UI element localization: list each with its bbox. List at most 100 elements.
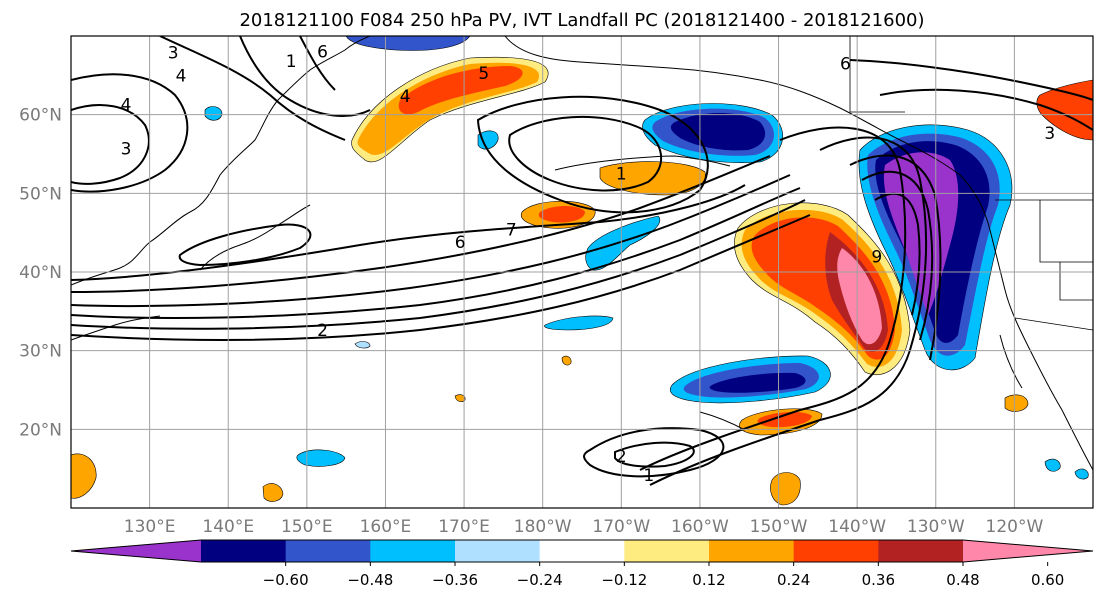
colorbar-swatch (455, 540, 541, 562)
lat-tick-label: 30°N (19, 342, 62, 362)
anomaly-region-bering-red (398, 66, 523, 115)
pv-contour-trough-east-5 (874, 192, 921, 316)
colorbar-swatch (285, 540, 371, 562)
lat-tick-label: 60°N (19, 106, 62, 126)
contour-label: 3 (168, 44, 179, 64)
lon-tick-label: 130°W (907, 517, 965, 537)
colorbar-tick-label: −0.12 (601, 571, 647, 589)
colorbar-swatch (709, 540, 795, 562)
pv-contour-jet-5 (71, 155, 771, 293)
colorbar-swatch (201, 540, 287, 562)
colorbar-tick-label: 0.48 (946, 571, 979, 589)
pv-contour-trough-east-2 (649, 136, 928, 486)
anomaly-region-gulf-alaska-navy (670, 113, 766, 151)
pv-contour-northwest-2 (71, 104, 150, 185)
anomaly-region-japan-small-negative (204, 106, 223, 121)
pv-contour-west-closed (178, 223, 312, 267)
border-canada-box (849, 36, 905, 113)
anomaly-region-north-edge-small-negative (354, 341, 371, 349)
contour-label: 3 (1044, 124, 1055, 144)
gridlines (71, 36, 1093, 508)
contour-label: 7 (506, 221, 517, 241)
lon-tick-label: 140°W (828, 517, 886, 537)
anomaly-region-bering-small-negative (477, 130, 499, 150)
longitude-tick-labels: 130°E 140°E 150°E 160°E 170°E 180°W 170°W 160°W… (124, 517, 1044, 537)
contour-label: 1 (616, 165, 627, 185)
contour-label: 4 (121, 95, 132, 115)
coastlines (71, 36, 1093, 471)
colorbar-tick-label: −0.36 (432, 571, 478, 589)
coastline-asia (71, 36, 371, 286)
pv-contour-south-loop-inner (614, 441, 695, 468)
lon-tick-label: 160°W (671, 517, 729, 537)
contour-label: 2 (616, 447, 627, 467)
anomaly-region-western-small (262, 483, 284, 502)
coastline-north-america-west (899, 139, 1093, 471)
pv-contours (71, 36, 1093, 486)
anomaly-region-south-small (770, 472, 801, 506)
colorbar-swatch (539, 540, 625, 562)
lat-tick-label: 50°N (19, 184, 62, 204)
coastline-alaska (504, 36, 901, 141)
contour-label: 1 (286, 52, 297, 72)
anomaly-region-east-edge-negative (1044, 458, 1061, 472)
colorbar-tick-label: −0.48 (347, 571, 393, 589)
pv-contour-bering-inner (508, 115, 663, 192)
anomaly-region-subtropical-navy (709, 372, 806, 393)
pv-contour-trough-east-4 (861, 170, 934, 341)
lon-tick-label: 140°E (202, 517, 254, 537)
latitude-tick-labels: 20°N 30°N 40°N 50°N 60°N (19, 106, 62, 441)
contour-label: 6 (840, 55, 851, 75)
pv-contour-jet-3 (71, 187, 801, 319)
colorbar-tick-label: 0.12 (692, 571, 725, 589)
colorbar-swatch (793, 540, 879, 562)
lon-tick-label: 150°E (281, 517, 333, 537)
anomaly-region-east-edge-negative-2 (1074, 468, 1089, 480)
colorbar-tick-label: −0.24 (517, 571, 563, 589)
anomaly-region-mid-small-negative (544, 315, 614, 331)
colorbar-extend-min (71, 540, 201, 562)
anomaly-region-subtropical-red (757, 412, 812, 428)
contour-label: 6 (455, 233, 466, 253)
coastline-baja (999, 334, 1023, 389)
colorbar (70, 539, 1094, 563)
anomaly-region-west-pacific-small (71, 453, 97, 499)
lon-tick-label: 150°W (750, 517, 808, 537)
contour-label: 4 (400, 87, 411, 107)
lat-tick-label: 20°N (19, 420, 62, 440)
colorbar-tick-label: −0.60 (263, 571, 309, 589)
pv-contour-northeast-2 (879, 88, 1093, 131)
lon-tick-label: 170°E (438, 517, 490, 537)
colorbar-outline (70, 539, 1094, 563)
contour-label: 6 (317, 43, 328, 63)
anomaly-region-central-pacific-negative (585, 215, 661, 271)
colorbar-swatch (624, 540, 710, 562)
pv-contour-jet-1 (71, 214, 811, 341)
contour-label: 2 (317, 321, 328, 341)
border-states-2 (1059, 262, 1093, 301)
colorbar-tick-label: 0.60 (1031, 571, 1064, 589)
contour-label: 4 (176, 66, 187, 86)
border-us-mexico (1014, 317, 1093, 331)
pv-contour-jet-2 (71, 199, 806, 330)
lon-tick-label: 170°W (592, 517, 650, 537)
contour-label: 1 (643, 466, 654, 486)
colorbar-tick-label: 0.24 (777, 571, 810, 589)
pv-contour-jet-4 (71, 174, 791, 308)
colorbar-swatch (878, 540, 964, 562)
colorbar-tick-label: 0.36 (862, 571, 895, 589)
pv-contour-north-2 (239, 36, 371, 117)
lon-tick-label: 180°W (514, 517, 572, 537)
border-states-1 (1039, 200, 1093, 263)
pv-contour-jet-6 (71, 184, 746, 281)
lat-tick-label: 40°N (19, 263, 62, 283)
political-borders (849, 36, 1093, 331)
coastline-hawaii (699, 411, 746, 431)
contour-label: 3 (121, 139, 132, 159)
lon-tick-label: 130°E (124, 517, 176, 537)
anomaly-region-central-pacific-small-red (538, 206, 585, 223)
map-frame (70, 35, 1094, 509)
